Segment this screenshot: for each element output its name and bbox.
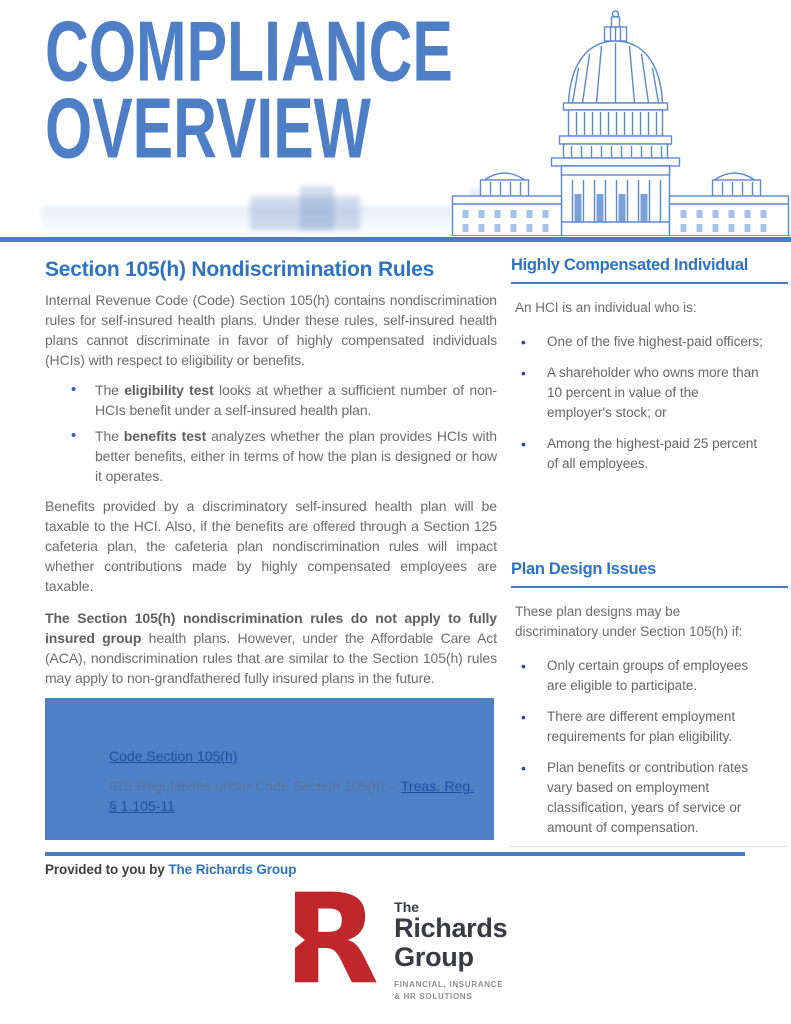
list-item: Among the highest-paid 25 percent of all… [511, 434, 764, 474]
sidebar-heading: Highly Compensated Individual [511, 256, 748, 274]
page-title-line1: COMPLIANCE [45, 4, 453, 100]
list-item: The benefits test analyzes whether the p… [67, 426, 497, 486]
resource-text: IRS Regulations under Code Section 105(h… [109, 778, 401, 794]
paragraph-bold-lead: The Section 105(h) nondiscrimination rul… [45, 610, 497, 646]
sidebar-section-hci: Highly Compensated Individual An HCI is … [511, 252, 788, 474]
list-item: One of the five highest-paid officers; [511, 332, 764, 352]
header-fade-decoration [250, 196, 360, 230]
bullet-bold-text: eligibility test [124, 382, 214, 398]
logo-wordmark: The Richards Group FINANCIAL, INSURANCE … [394, 888, 507, 1003]
section-heading: Section 105(h) Nondiscrimination Rules [45, 258, 435, 281]
provided-by-text: Provided to you by [45, 862, 169, 877]
hci-bullet-list: One of the five highest-paid officers; A… [511, 332, 764, 474]
logo-tagline-line2: & HR SOLUTIONS [394, 992, 473, 1002]
logo-word-richards: Richards [394, 913, 508, 943]
sidebar-bottom-rule [510, 846, 788, 847]
header-divider-rule [0, 237, 791, 242]
code-section-105h-link[interactable]: Code Section 105(h) [109, 748, 238, 764]
paragraph-text: health plans. However, under the Afforda… [45, 630, 497, 686]
provided-by-line: Provided to you by The Richards Group [45, 862, 296, 877]
intro-paragraph: Internal Revenue Code (Code) Section 105… [45, 292, 497, 368]
sidebar-section-plan-design: Plan Design Issues These plan designs ma… [511, 556, 788, 838]
content-area: Section 105(h) Nondiscrimination Rules I… [45, 252, 788, 849]
sidebar: Highly Compensated Individual An HCI is … [511, 252, 788, 849]
main-column: Section 105(h) Nondiscrimination Rules I… [45, 252, 497, 849]
bullet-text: The [95, 428, 124, 444]
treas-reg-link[interactable]: Treas. Reg. § 1.105-11 [109, 778, 474, 814]
test-bullet-list: The eligibility test looks at whether a … [67, 380, 497, 486]
logo-word-the: The [394, 899, 420, 915]
logo-r-mark: R [283, 868, 380, 1012]
sidebar-heading: Plan Design Issues [511, 560, 656, 578]
footer-divider-rule [45, 852, 745, 856]
sidebar-intro: An HCI is an individual who is: [515, 300, 697, 315]
bullet-bold-text: benefits test [123, 428, 207, 444]
links-resources-box: Code Section 105(h) IRS Regulations unde… [45, 698, 494, 840]
list-item: A shareholder who owns more than 10 perc… [511, 363, 764, 423]
plan-design-bullet-list: Only certain groups of employees are eli… [511, 656, 764, 838]
logo-word-group: Group [394, 942, 474, 973]
page-title-line2: OVERVIEW [45, 81, 371, 177]
list-item: The eligibility test looks at whether a … [67, 380, 497, 420]
bullet-text: The [95, 382, 125, 398]
resource-line: IRS Regulations under Code Section 105(h… [109, 776, 474, 816]
sidebar-heading-rule [511, 282, 788, 284]
list-item: Plan benefits or contribution rates vary… [511, 758, 764, 838]
bullet-text: analyzes whether the plan provides HCIs … [95, 428, 497, 484]
page-header: COMPLIANCE OVERVIEW [0, 0, 791, 237]
resource-line: Code Section 105(h) [109, 746, 474, 766]
capitol-building-illustration [450, 10, 791, 236]
fully-insured-paragraph: The Section 105(h) nondiscrimination rul… [45, 608, 497, 688]
sidebar-intro: These plan designs may be discriminatory… [515, 604, 743, 639]
taxability-paragraph: Benefits provided by a discriminatory se… [45, 498, 497, 594]
list-item: Only certain groups of employees are eli… [511, 656, 764, 696]
sidebar-heading-rule [511, 586, 788, 588]
richards-group-logo: R The Richards Group FINANCIAL, INSURANC… [0, 868, 791, 1012]
header-fade-decoration [300, 186, 334, 230]
provided-by-brand: The Richards Group [168, 862, 297, 877]
header-fade-decoration [42, 206, 472, 232]
logo-tagline-line1: FINANCIAL, INSURANCE [394, 980, 504, 990]
logo-tagline: FINANCIAL, INSURANCE & HR SOLUTIONS [394, 979, 507, 1003]
page-title: COMPLIANCE OVERVIEW [45, 4, 489, 177]
list-item: There are different employment requireme… [511, 707, 764, 747]
bullet-text: looks at whether a sufficient number of … [95, 382, 497, 418]
